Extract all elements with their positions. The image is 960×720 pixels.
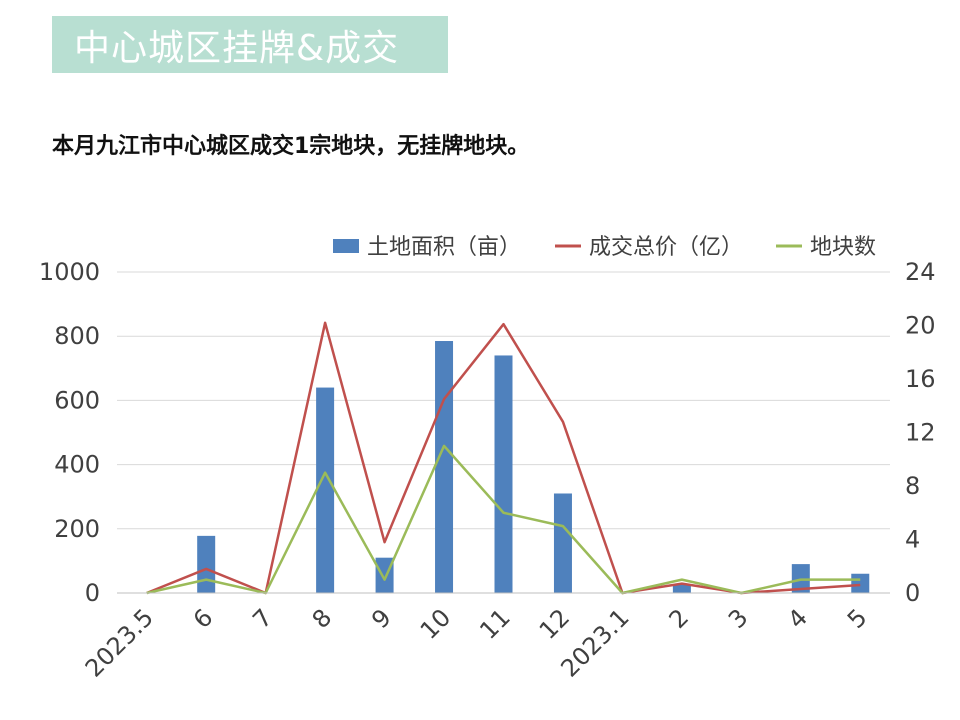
x-tick-label: 10 [415,603,456,644]
left-tick-label: 600 [54,386,100,414]
bar [197,535,216,593]
legend-swatch [333,239,359,253]
bar [553,493,572,593]
x-tick-label: 4 [782,603,813,634]
left-tick-label: 0 [85,579,100,607]
legend-label: 地块数 [810,235,876,260]
left-tick-label: 400 [54,451,100,479]
page-title: 中心城区挂牌&成交 [74,27,400,69]
left-tick-label: 1000 [39,258,100,286]
legend: 土地面积（亩） 成交总价（亿） 地块数 [333,235,876,260]
title-banner: 中心城区挂牌&成交 [52,16,448,73]
x-tick-label: 2023.1 [555,603,634,682]
right-tick-label: 24 [905,258,936,286]
right-tick-label: 8 [905,472,920,500]
x-tick-label: 3 [723,603,754,634]
legend-label: 成交总价（亿） [589,235,743,260]
right-tick-label: 20 [905,312,936,340]
bar-series [197,341,870,593]
x-tick-label: 11 [474,603,515,644]
left-axis: 0 200 400 600 800 1000 [39,258,100,607]
x-tick-label: 12 [534,603,575,644]
x-tick-label: 7 [247,603,278,634]
x-tick-label: 2023.5 [80,603,159,682]
bar [851,573,870,593]
legend-label: 土地面积（亩） [367,235,521,260]
bar [316,387,335,593]
left-tick-label: 200 [54,515,100,543]
x-tick-label: 6 [188,603,219,634]
x-tick-label: 9 [366,603,397,634]
right-tick-label: 4 [905,526,920,554]
left-tick-label: 800 [54,322,100,350]
x-tick-label: 5 [842,603,873,634]
x-tick-label: 2 [664,603,695,634]
page-subtitle: 本月九江市中心城区成交1宗地块，无挂牌地块。 [52,134,530,159]
bar [494,355,513,593]
bar [435,341,454,593]
bar [672,584,691,593]
x-tick-label: 8 [307,603,338,634]
right-tick-label: 0 [905,579,920,607]
right-tick-label: 16 [905,365,936,393]
right-axis: 0 4 8 12 16 20 24 [905,258,936,607]
right-tick-label: 12 [905,419,936,447]
